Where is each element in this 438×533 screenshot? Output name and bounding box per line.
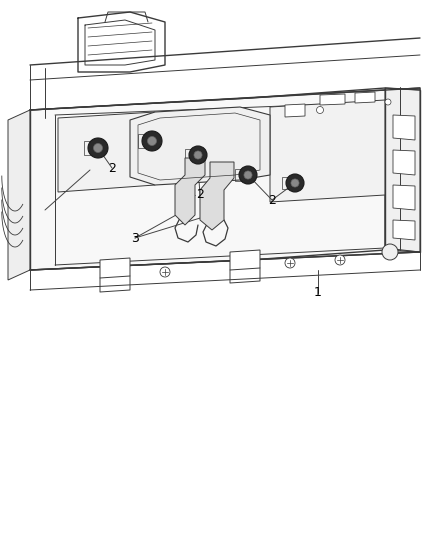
Polygon shape bbox=[30, 88, 420, 270]
Circle shape bbox=[385, 99, 391, 105]
Circle shape bbox=[291, 179, 299, 187]
Circle shape bbox=[382, 244, 398, 260]
Text: 3: 3 bbox=[131, 231, 139, 245]
Polygon shape bbox=[270, 100, 385, 202]
Circle shape bbox=[93, 143, 102, 152]
Text: 2: 2 bbox=[268, 193, 276, 206]
Circle shape bbox=[189, 146, 207, 164]
Circle shape bbox=[285, 258, 295, 268]
Polygon shape bbox=[393, 150, 415, 175]
Circle shape bbox=[239, 166, 257, 184]
Text: 2: 2 bbox=[196, 189, 204, 201]
Circle shape bbox=[88, 138, 108, 158]
Circle shape bbox=[160, 267, 170, 277]
Circle shape bbox=[194, 151, 202, 159]
Circle shape bbox=[286, 174, 304, 192]
Circle shape bbox=[148, 136, 156, 146]
Polygon shape bbox=[320, 94, 345, 105]
Polygon shape bbox=[100, 258, 130, 278]
Polygon shape bbox=[393, 185, 415, 210]
Polygon shape bbox=[8, 110, 30, 280]
Polygon shape bbox=[393, 220, 415, 240]
Polygon shape bbox=[175, 158, 205, 225]
Polygon shape bbox=[385, 88, 420, 252]
Circle shape bbox=[142, 131, 162, 151]
Polygon shape bbox=[355, 92, 375, 103]
Polygon shape bbox=[130, 107, 270, 185]
Circle shape bbox=[317, 107, 324, 114]
Polygon shape bbox=[230, 250, 260, 270]
Polygon shape bbox=[200, 162, 234, 230]
Polygon shape bbox=[58, 112, 155, 192]
Circle shape bbox=[244, 171, 252, 179]
Text: 2: 2 bbox=[108, 161, 116, 174]
Polygon shape bbox=[285, 104, 305, 117]
Polygon shape bbox=[393, 115, 415, 140]
Text: 1: 1 bbox=[314, 287, 322, 300]
Circle shape bbox=[335, 255, 345, 265]
